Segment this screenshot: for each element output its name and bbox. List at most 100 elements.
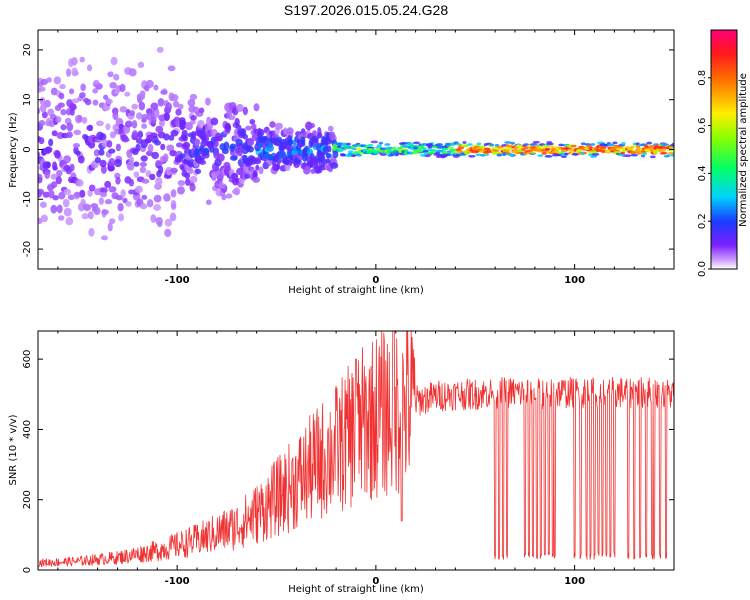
spectrogram-cell bbox=[607, 143, 615, 147]
spectrogram-cell bbox=[160, 143, 166, 151]
spectrogram-cell bbox=[413, 146, 419, 150]
spectrogram-cell bbox=[117, 202, 124, 212]
spectrogram-cell bbox=[252, 170, 258, 179]
spectrogram-cell bbox=[607, 146, 612, 150]
spectrogram-cell bbox=[330, 162, 339, 169]
spectrogram-cell bbox=[38, 106, 41, 115]
spectrogram-cell bbox=[179, 120, 187, 130]
spectrogram-cell bbox=[404, 149, 409, 153]
spectrogram-cell bbox=[379, 153, 388, 156]
spectrogram-cell bbox=[407, 142, 414, 146]
spectrogram-cell bbox=[646, 141, 653, 145]
spectrogram-cell bbox=[151, 151, 160, 160]
spectrogram-cell bbox=[50, 87, 58, 96]
spectrogram-cell bbox=[621, 141, 626, 145]
spectrogram-cell bbox=[157, 97, 165, 107]
spectrogram-cell bbox=[305, 165, 311, 171]
spectrogram-cell bbox=[113, 73, 120, 81]
spectrogram-cell bbox=[318, 151, 325, 161]
spectrogram-cell bbox=[507, 153, 516, 157]
spectrogram-cell bbox=[132, 130, 138, 138]
spectrogram-cell bbox=[71, 57, 78, 66]
spectrogram-cell bbox=[141, 194, 148, 200]
spectrogram-cell bbox=[595, 148, 601, 152]
spectrogram-cell bbox=[163, 193, 171, 202]
spectrogram-cell bbox=[205, 199, 212, 206]
spectrogram-cell bbox=[93, 149, 100, 157]
spectrogram-cell bbox=[77, 155, 85, 164]
spectrogram-cell bbox=[153, 204, 162, 211]
spectrogram-cell bbox=[580, 142, 586, 146]
spectrogram-cell bbox=[657, 148, 664, 152]
colorbar-ticks: 0.0 0.2 0.4 0.6 0.8 bbox=[697, 70, 711, 277]
spectrogram-cell bbox=[340, 153, 347, 157]
spectrogram-cell bbox=[52, 195, 59, 201]
spectrogram-cell bbox=[558, 143, 565, 147]
spectrogram-cell bbox=[286, 127, 294, 135]
y-tick-label: 400 bbox=[22, 420, 33, 439]
spectrogram-cell bbox=[95, 120, 104, 127]
spectrogram-cell bbox=[590, 155, 598, 158]
spectrogram-cell bbox=[170, 94, 179, 102]
spectrogram-cell bbox=[139, 91, 145, 100]
spectrogram-cell bbox=[570, 144, 577, 148]
spectrogram-cell bbox=[476, 142, 482, 146]
spectrogram-cell bbox=[269, 121, 276, 128]
spectrogram-cell bbox=[612, 141, 618, 145]
spectrogram-cell bbox=[60, 124, 67, 131]
y-tick-label: 0 bbox=[22, 567, 33, 573]
spectrogram-cell bbox=[227, 114, 236, 121]
spectrogram-cell bbox=[467, 143, 473, 146]
spectrogram-cell bbox=[182, 141, 191, 149]
spectrogram-cell bbox=[105, 98, 113, 105]
spectrogram-cell bbox=[224, 123, 232, 133]
spectrogram-cell bbox=[187, 161, 194, 167]
spectrogram-cell bbox=[344, 144, 349, 148]
spectrogram-cell bbox=[92, 88, 99, 94]
spectrogram-cell bbox=[44, 99, 51, 108]
spectrogram-cell bbox=[560, 155, 567, 159]
top-y-axis-label: Frequency (Hz) bbox=[8, 112, 19, 188]
spectrogram-cell bbox=[72, 70, 79, 76]
spectrogram-cell bbox=[66, 122, 74, 132]
spectrogram-cell bbox=[81, 116, 88, 124]
spectrogram-cell bbox=[88, 141, 96, 149]
spectrogram-cell bbox=[242, 106, 248, 116]
spectrogram-cell bbox=[128, 189, 135, 195]
spectrogram-cell bbox=[81, 213, 89, 220]
spectrogram-cell bbox=[613, 150, 622, 154]
spectrogram-cell bbox=[185, 121, 193, 131]
spectrogram-cell bbox=[38, 188, 45, 195]
spectrogram-cell bbox=[384, 143, 391, 146]
spectrogram-cell bbox=[537, 154, 544, 158]
spectrogram-cell bbox=[187, 98, 196, 107]
y-tick-label: 600 bbox=[22, 350, 33, 369]
spectrogram-cell bbox=[57, 102, 65, 108]
spectrogram-cell bbox=[234, 118, 240, 127]
spectrogram-cell bbox=[140, 155, 148, 162]
spectrogram-cell bbox=[523, 146, 529, 150]
spectrogram-cell bbox=[101, 235, 108, 241]
bottom-y-ticks: 0 200 400 600 bbox=[22, 350, 674, 573]
spectrogram-cell bbox=[139, 161, 147, 168]
spectrogram-cell bbox=[114, 158, 122, 168]
spectrogram-cell bbox=[293, 162, 300, 168]
spectrogram-cell bbox=[39, 97, 46, 106]
spectrogram-cell bbox=[145, 134, 153, 143]
spectrogram-cell bbox=[203, 148, 210, 155]
spectrogram-cell bbox=[129, 110, 136, 117]
spectrogram-cell bbox=[436, 146, 443, 149]
spectrogram-cell bbox=[367, 143, 374, 147]
spectrogram-cell bbox=[38, 137, 45, 145]
spectrogram-cell bbox=[221, 194, 227, 201]
spectrogram-cell bbox=[308, 122, 315, 129]
spectrogram-cell bbox=[167, 65, 176, 72]
x-tick-label: 0 bbox=[372, 576, 379, 587]
bottom-y-axis-label: SNR (10 * v/v) bbox=[8, 414, 19, 485]
spectrogram-cell bbox=[51, 130, 58, 137]
spectrogram-cell bbox=[494, 144, 500, 147]
spectrogram-cell bbox=[661, 151, 668, 155]
spectrogram-cell bbox=[39, 201, 47, 208]
spectrogram-cell bbox=[462, 141, 467, 144]
spectrogram-cell bbox=[104, 199, 113, 205]
